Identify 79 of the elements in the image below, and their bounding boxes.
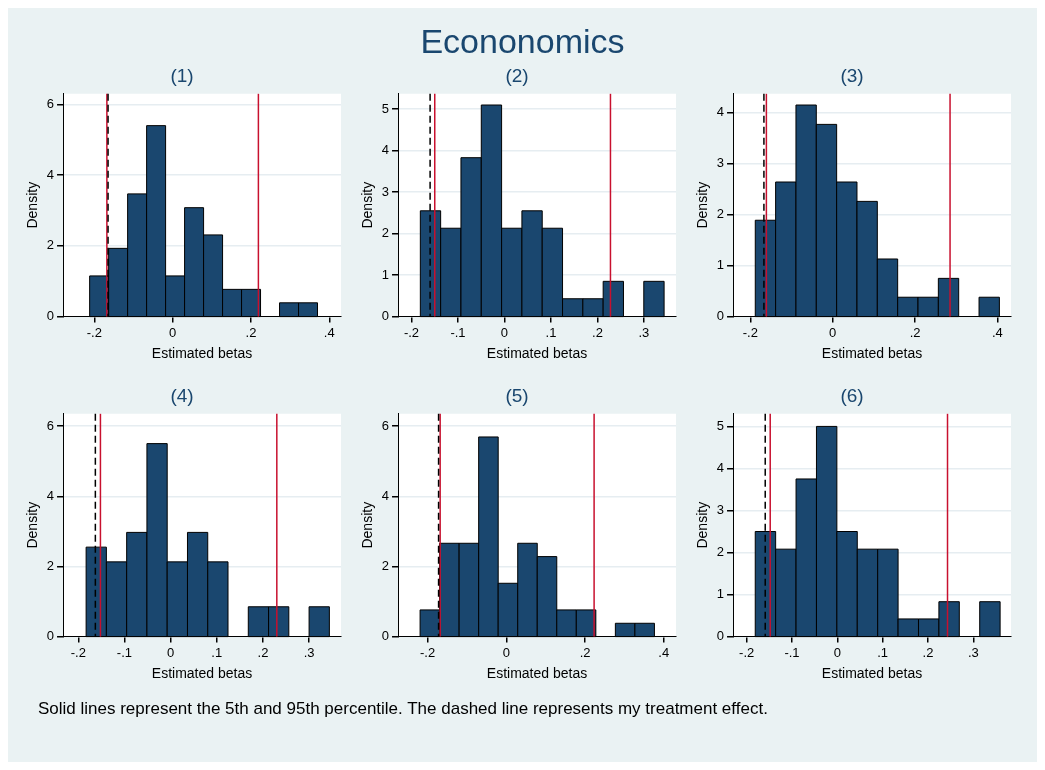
y-tick-label: 1: [716, 586, 724, 602]
x-tick-label: -.1: [783, 644, 800, 660]
y-tick-label: 0: [46, 628, 54, 644]
x-tick-label: .2: [579, 644, 590, 660]
x-tick-label: 0: [166, 644, 174, 660]
y-tick-label: 0: [716, 628, 724, 644]
y-tick-label: 0: [716, 308, 724, 324]
x-tick-label: -.1: [116, 644, 132, 660]
x-axis-title: Estimated betas: [486, 345, 587, 362]
y-tick-label: 0: [381, 308, 389, 324]
x-tick-label: .1: [210, 644, 222, 660]
x-axis-title: Estimated betas: [486, 665, 587, 682]
x-tick-label: .2: [922, 644, 933, 660]
y-tick-label: 6: [381, 417, 389, 433]
x-tick-label: -.2: [70, 644, 86, 660]
x-axis-title: Estimated betas: [151, 665, 252, 682]
chart-title: (1): [169, 64, 194, 86]
y-tick-label: 4: [716, 460, 724, 476]
y-tick-label: 5: [381, 100, 389, 116]
y-axis-title: Density: [358, 501, 375, 549]
y-tick-label: 4: [716, 104, 724, 120]
chart-title: (3): [839, 64, 864, 86]
x-tick-label: .1: [545, 324, 556, 340]
x-tick-label: .2: [591, 324, 603, 340]
text: Econonomics: [419, 21, 626, 62]
y-axis-title: Density: [693, 181, 710, 229]
y-tick-label: 4: [46, 487, 54, 503]
x-tick-label: -.2: [86, 324, 102, 340]
chart-title: (5): [504, 384, 529, 406]
y-tick-label: 3: [381, 183, 389, 199]
y-tick-label: 2: [46, 237, 54, 253]
y-tick-label: 2: [381, 225, 389, 241]
x-tick-label: 0: [168, 324, 176, 340]
x-tick-label: .1: [876, 644, 888, 660]
y-tick-label: 4: [381, 487, 389, 503]
x-tick-label: 0: [833, 644, 841, 660]
x-tick-label: -.2: [742, 324, 758, 340]
y-axis-title: Density: [23, 501, 40, 549]
y-tick-label: 3: [716, 155, 724, 171]
x-tick-label: -.2: [403, 324, 419, 340]
x-tick-label: .3: [638, 324, 649, 340]
x-axis-title: Estimated betas: [821, 345, 922, 362]
y-axis-title: Density: [23, 181, 40, 229]
y-tick-label: 0: [46, 308, 54, 324]
x-tick-label: 0: [502, 644, 510, 660]
y-axis-title: Density: [358, 181, 375, 229]
x-tick-label: .2: [245, 324, 256, 340]
x-tick-label: .4: [657, 644, 669, 660]
x-tick-label: .4: [323, 324, 335, 340]
y-tick-label: 0: [381, 628, 389, 644]
y-tick-label: 3: [716, 502, 724, 518]
y-tick-label: 4: [46, 166, 54, 182]
x-axis-title: Estimated betas: [821, 665, 922, 682]
x-tick-label: .3: [967, 644, 979, 660]
x-tick-label: -.2: [419, 644, 435, 660]
x-tick-label: .4: [991, 324, 1003, 340]
y-axis-title: Density: [693, 501, 710, 549]
x-tick-label: -.1: [449, 324, 466, 340]
text: Solid lines represent the 5th and 95th percentile. The dashed line represents my treatment effect.: [37, 698, 769, 720]
x-tick-label: .3: [303, 644, 315, 660]
x-axis-title: Estimated betas: [151, 345, 252, 362]
y-tick-label: 2: [381, 558, 389, 573]
x-tick-label: .2: [257, 644, 268, 660]
x-tick-label: -.2: [738, 644, 754, 660]
y-tick-label: 6: [46, 417, 54, 433]
y-tick-label: 1: [381, 266, 389, 282]
chart-title: (2): [504, 64, 529, 86]
y-tick-label: 4: [381, 142, 389, 158]
x-tick-label: 0: [828, 324, 836, 340]
y-tick-label: 6: [46, 95, 54, 111]
x-tick-label: 0: [500, 324, 508, 340]
chart-title: (4): [169, 384, 194, 406]
y-tick-label: 2: [716, 544, 724, 560]
y-tick-label: 2: [716, 206, 724, 222]
y-tick-label: 1: [716, 257, 724, 273]
chart-title: (6): [839, 384, 864, 406]
y-tick-label: 2: [46, 558, 54, 573]
x-tick-label: .2: [909, 324, 920, 340]
y-tick-label: 5: [716, 417, 724, 433]
